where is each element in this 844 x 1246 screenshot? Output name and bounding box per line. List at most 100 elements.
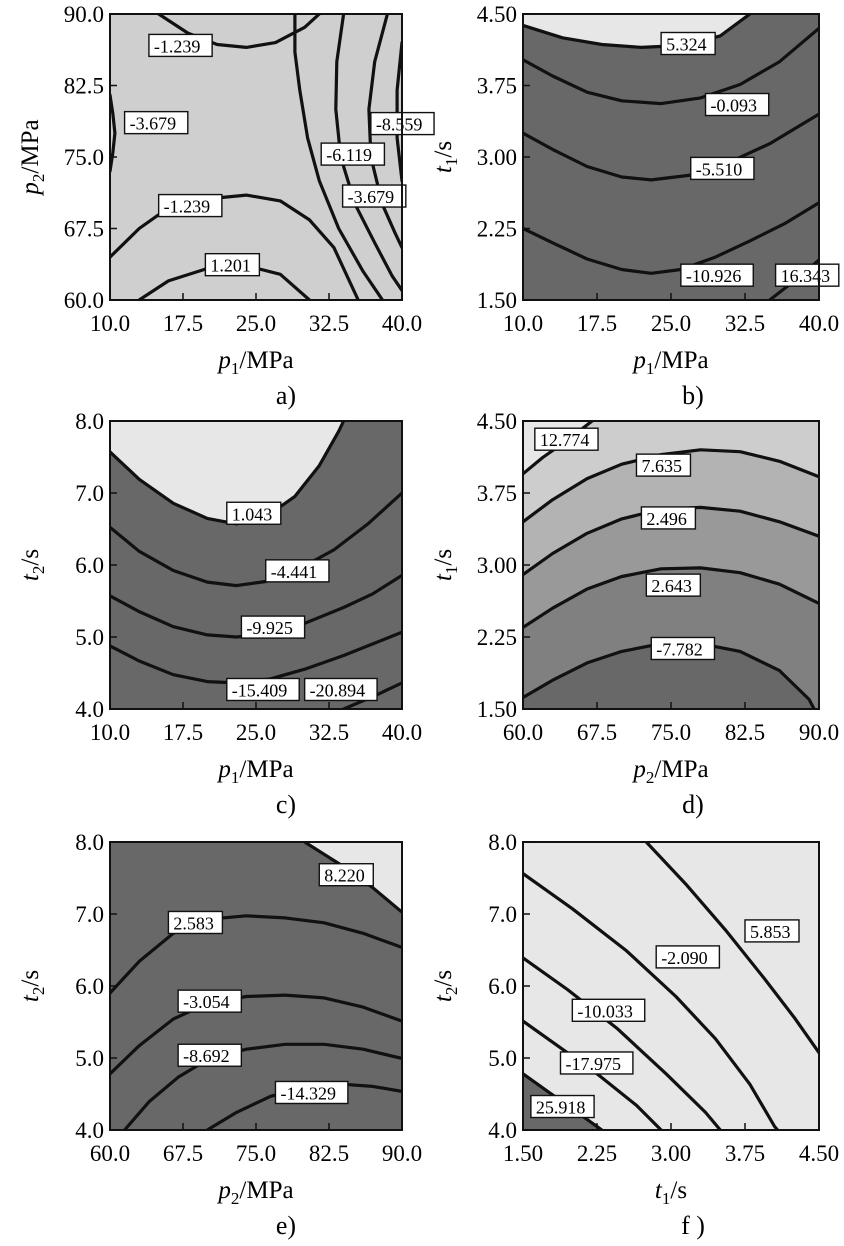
x-tick-label: 75.0	[236, 1141, 276, 1166]
x-tick-label: 3.75	[725, 1141, 765, 1166]
y-tick-label: 4.0	[488, 1118, 517, 1143]
y-tick-label: 5.0	[75, 1046, 104, 1071]
y-tick-label: 6.0	[75, 553, 104, 578]
y-tick-label: 1.50	[477, 288, 517, 313]
contour-label: 5.853	[750, 922, 791, 942]
contour-label: 2.643	[651, 576, 692, 596]
panel-caption: a)	[276, 381, 296, 410]
x-tick-label: 10.0	[503, 311, 543, 336]
x-tick-label: 32.5	[725, 311, 765, 336]
contour-label: -17.975	[565, 1054, 621, 1074]
contour-line	[523, 26, 819, 106]
contour-line	[157, 14, 321, 49]
y-tick-label: 1.50	[477, 697, 517, 722]
y-tick-label: 75.0	[64, 145, 104, 170]
y-axis-label: t1/s	[430, 141, 461, 173]
contour-label-box	[660, 31, 716, 56]
x-axis-label: t1/s	[655, 1177, 687, 1208]
contour-label: 2.583	[173, 913, 214, 933]
y-tick-label: 7.0	[75, 481, 104, 506]
contour-label-box	[320, 142, 386, 166]
contour-label-box	[177, 989, 243, 1013]
x-axis-label: p1/MPa	[216, 756, 293, 787]
contour-label-box	[318, 863, 374, 887]
contour-label-box	[177, 1043, 243, 1067]
x-tick-label: 67.5	[163, 1141, 203, 1166]
contour-line	[110, 914, 402, 995]
contour-label-box	[774, 263, 840, 287]
x-tick-label: 75.0	[651, 720, 691, 745]
contour-line	[110, 491, 402, 588]
contour-label-box	[303, 677, 378, 702]
plot-area	[110, 842, 402, 1130]
contour-label-box	[204, 252, 261, 277]
contour-label-box	[635, 453, 692, 477]
plot-area	[523, 421, 819, 709]
contour-label: -3.054	[183, 992, 230, 1012]
panel-1: -1.239 -1.239 1.201 -3.679 -3.679 -6.119-8.55…	[17, 2, 435, 410]
x-tick-label: 82.5	[725, 720, 765, 745]
panel-6: 25.918 -17.975 -10.033 -2.090 5.853 1.50 2.25 3…	[430, 830, 839, 1240]
panel-3: 1.043 -4.441 -9.925 -15.409 -20.894 10.0 17.5 2…	[17, 409, 422, 819]
y-tick-label: 4.50	[477, 2, 517, 27]
y-tick-label: 7.0	[488, 902, 517, 927]
x-tick-label: 40.0	[382, 311, 422, 336]
y-tick-label: 3.75	[477, 74, 517, 99]
x-tick-label: 90.0	[382, 1141, 422, 1166]
contour-label: 8.220	[324, 866, 365, 886]
panel-caption: c)	[276, 790, 296, 819]
contour-label-box	[571, 998, 646, 1022]
contour-label-box	[704, 92, 770, 117]
contour-label: -8.559	[376, 115, 423, 135]
contour-label: 1.201	[210, 256, 251, 276]
contour-label: -7.782	[656, 639, 703, 659]
contour-line	[644, 842, 819, 1055]
contour-label-box	[240, 615, 306, 639]
x-tick-label: 82.5	[309, 1141, 349, 1166]
y-tick-label: 4.0	[75, 1118, 104, 1143]
contour-label-box	[148, 33, 213, 58]
contour-label: -2.090	[661, 948, 708, 968]
contour-label: 16.343	[781, 266, 831, 286]
y-axis-label: t2/s	[17, 549, 48, 581]
y-tick-label: 7.0	[75, 902, 104, 927]
y-tick-label: 8.0	[75, 409, 104, 434]
x-tick-label: 60.0	[90, 1141, 130, 1166]
contour-line	[110, 993, 402, 1076]
y-tick-label: 3.75	[477, 481, 517, 506]
contour-label: -1.239	[154, 36, 201, 56]
contour-label: -5.510	[696, 159, 743, 179]
contour-line	[523, 14, 752, 49]
y-tick-label: 5.0	[75, 625, 104, 650]
x-axis-label: p1/MPa	[631, 347, 708, 378]
contour-label-box	[123, 110, 189, 135]
x-tick-label: 17.5	[163, 720, 203, 745]
y-tick-label: 8.0	[75, 830, 104, 855]
contour-label-box	[640, 506, 697, 530]
panel-caption: f )	[681, 1211, 705, 1240]
contour-band	[523, 421, 819, 474]
x-tick-label: 40.0	[799, 311, 839, 336]
x-tick-label: 25.0	[236, 720, 276, 745]
contour-label-box	[690, 156, 755, 181]
contour-line	[523, 201, 819, 275]
contour-label: 5.324	[666, 35, 707, 55]
contour-label-box	[341, 184, 407, 208]
x-tick-label: 25.0	[651, 311, 691, 336]
contour-line	[123, 1042, 402, 1130]
y-tick-label: 67.5	[64, 217, 104, 242]
panel-5: 8.220 2.583 -3.054 -8.692 -14.329 60.0 67.5 75.…	[17, 830, 422, 1240]
contour-label: -10.033	[577, 1001, 633, 1021]
contour-label: 7.635	[641, 456, 682, 476]
contour-label: 1.043	[232, 504, 272, 524]
contour-label-box	[744, 919, 800, 943]
y-tick-label: 6.0	[75, 974, 104, 999]
panel-caption: d)	[682, 790, 704, 819]
plot-area	[110, 421, 402, 709]
contour-label: -1.239	[164, 197, 211, 217]
contour-label: 12.774	[540, 430, 590, 450]
contour-label-box	[559, 1051, 634, 1075]
contour-label-box	[265, 559, 330, 583]
x-tick-label: 32.5	[309, 311, 349, 336]
contour-label: -9.925	[246, 618, 293, 638]
